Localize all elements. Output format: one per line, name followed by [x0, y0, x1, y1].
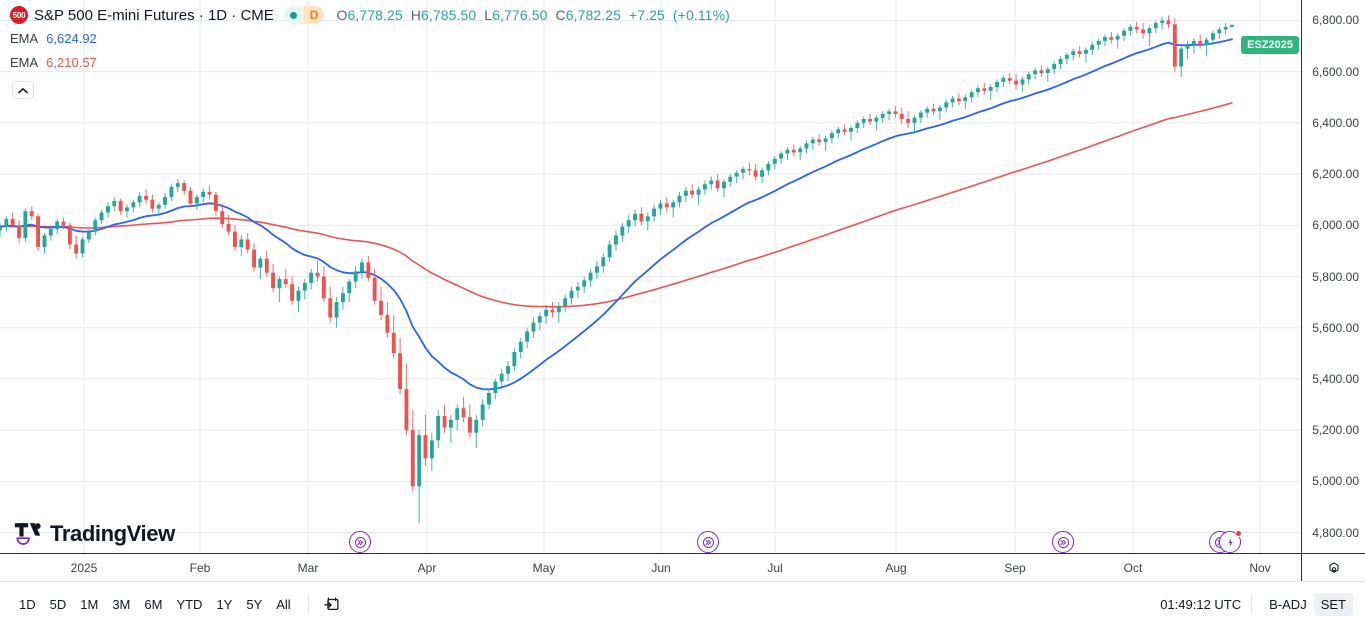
price-tick-label: 5,000.00	[1312, 474, 1359, 489]
time-tick-label: Oct	[1123, 561, 1143, 575]
price-tick-label: 5,200.00	[1312, 423, 1359, 438]
bottom-toolbar: 1D 5D 1M 3M 6M YTD 1Y 5Y All 01:49:12 UTC B-ADJ …	[0, 581, 1365, 626]
price-tick-label: 6,600.00	[1312, 64, 1359, 79]
timeline-event-marker[interactable]	[349, 531, 371, 553]
timeframe-5y[interactable]: 5Y	[246, 596, 263, 612]
calendar-goto-icon	[323, 597, 339, 611]
timeline-event-marker[interactable]	[1052, 531, 1074, 553]
price-tick-label: 5,400.00	[1312, 371, 1359, 386]
price-tick-label: 6,400.00	[1312, 115, 1359, 130]
price-tick-label: 6,200.00	[1312, 167, 1359, 182]
chevron-up-icon	[18, 87, 28, 93]
timeframe-5d[interactable]: 5D	[49, 596, 67, 612]
timeframe-3m[interactable]: 3M	[112, 596, 131, 612]
toolbar-divider	[307, 595, 309, 613]
price-tick-label: 6,000.00	[1312, 218, 1359, 233]
ema-fast-line	[0, 38, 1233, 391]
adjust-button[interactable]: B-ADJ	[1269, 596, 1307, 612]
time-tick-label: May	[532, 561, 556, 575]
candlestick-series	[0, 15, 1234, 524]
chart-canvas[interactable]	[0, 0, 1301, 553]
ema-slow-line	[0, 102, 1233, 308]
settings-button[interactable]: SET	[1313, 592, 1353, 616]
time-scale[interactable]: 2025 Feb Mar Apr May Jun Jul Aug Sep Oct Nov	[0, 553, 1365, 581]
time-tick-label: Aug	[885, 561, 907, 575]
timeframe-1m[interactable]: 1M	[80, 596, 99, 612]
time-tick-label: Apr	[417, 561, 437, 575]
notification-dot-icon	[1235, 530, 1242, 537]
timeline-event-marker[interactable]	[697, 531, 719, 553]
clock-display[interactable]: 01:49:12 UTC	[1160, 596, 1242, 612]
gear-icon	[1328, 561, 1339, 573]
timeframe-all[interactable]: All	[276, 596, 291, 612]
timescale-settings-button[interactable]	[1301, 554, 1365, 581]
timeframe-buttons: 1D 5D 1M 3M 6M YTD 1Y 5Y All	[12, 593, 298, 616]
symbol-price-badge: ESZ2025	[1241, 36, 1299, 54]
time-tick-label: Jul	[767, 561, 783, 575]
time-tick-label: Feb	[189, 561, 211, 575]
price-tick-label: 4,800.00	[1312, 525, 1359, 540]
chart-gridlines	[0, 0, 1301, 553]
timeframe-6m[interactable]: 6M	[144, 596, 163, 612]
timeframe-1d[interactable]: 1D	[19, 596, 36, 612]
toolbar-divider-right	[1251, 595, 1253, 613]
time-tick-label: Jun	[651, 561, 671, 575]
collapse-legend-button[interactable]	[12, 81, 34, 99]
timeframe-1y[interactable]: 1Y	[216, 596, 233, 612]
timeline-event-marker[interactable]	[1219, 530, 1242, 553]
timeframe-ytd[interactable]: YTD	[176, 596, 203, 612]
time-tick-label: 2025	[70, 561, 98, 575]
time-tick-label: Mar	[297, 561, 319, 575]
time-tick-label: Nov	[1249, 561, 1271, 575]
price-tick-label: 5,800.00	[1312, 269, 1359, 284]
time-tick-label: Sep	[1004, 561, 1026, 575]
goto-date-button[interactable]	[319, 591, 345, 617]
price-tick-label: 6,800.00	[1312, 13, 1359, 28]
price-tick-label: 5,600.00	[1312, 320, 1359, 335]
price-scale[interactable]: 6,800.00 6,600.00 6,400.00 6,200.00 6,000.00…	[1301, 0, 1365, 553]
